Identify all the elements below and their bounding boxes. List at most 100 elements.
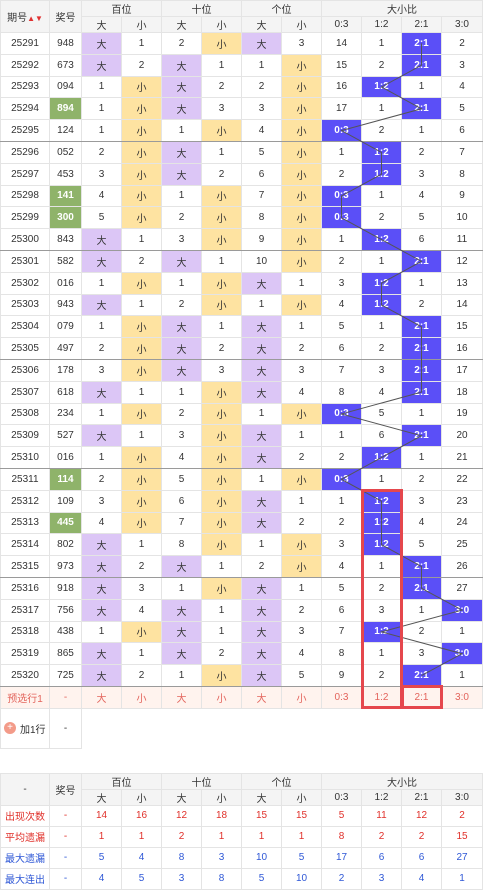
ratio-cell: 2 <box>361 119 402 142</box>
tens-xiao-cell: 小 <box>201 424 242 448</box>
ratio-cell: 3 <box>361 358 402 382</box>
tens-da-cell: 大 <box>161 162 202 186</box>
hundreds-xiao-cell: 小 <box>121 271 162 295</box>
stats-value: 18 <box>201 804 242 827</box>
prize-number-cell: 497 <box>49 337 82 360</box>
add-row-button[interactable]: + 加1行 <box>0 707 50 749</box>
hundreds-xiao-cell: 小 <box>121 511 162 535</box>
preselect-row[interactable]: 预选行1- 大小大小大小 0:3 1:2 2:1 3:0 <box>0 685 483 709</box>
ratio-cell: 5 <box>401 206 442 230</box>
ones-xiao-cell: 4 <box>281 642 322 666</box>
hundreds-xiao-cell: 1 <box>121 533 162 557</box>
ratio-cell: 3 <box>401 489 442 513</box>
table-row: 25299 300 5 小 2 小 8 小 0:3 2 5 10 <box>0 206 483 230</box>
preselect-cell[interactable]: 大 <box>241 685 282 709</box>
tens-da-cell: 2 <box>161 206 202 230</box>
ratio-cell: 2 <box>321 446 362 469</box>
period-cell: 25302 <box>0 271 50 295</box>
prize-number-cell: 124 <box>49 119 82 142</box>
preselect-ratio-cell[interactable]: 1:2 <box>361 685 402 709</box>
ratio-cell: 2 <box>321 511 362 535</box>
preselect-cell[interactable]: 大 <box>161 685 202 709</box>
tens-xiao-cell: 2 <box>201 75 242 99</box>
period-cell: 25303 <box>0 293 50 317</box>
preselect-cell[interactable]: 小 <box>121 685 162 709</box>
tens-da-cell: 大 <box>161 75 202 99</box>
ratio-cell: 1 <box>401 75 442 99</box>
ratio-cell: 1 <box>401 402 442 426</box>
period-cell: 25309 <box>0 424 50 448</box>
stats-value: 4 <box>121 846 162 869</box>
prize-header: 奖号 <box>49 0 82 33</box>
sort-icon[interactable]: ▲▼ <box>27 14 43 23</box>
table-row: 25319 865 大 1 大 2 大 4 8 1 3 3:0 <box>0 642 483 666</box>
ratio-cell: 27 <box>441 576 483 600</box>
tens-da-cell: 2 <box>161 32 202 55</box>
preselect-cell[interactable]: 大 <box>81 685 122 709</box>
tens-da-cell: 1 <box>161 664 202 687</box>
add-row-label[interactable]: 加1行 <box>20 724 46 736</box>
table-row: 25320 725 大 2 1 小大 5 9 2 2:1 1 <box>0 664 483 687</box>
ratio-cell: 2:1 <box>401 337 442 360</box>
ratio-cell: 5 <box>321 315 362 339</box>
period-cell: 25296 <box>0 140 50 164</box>
preselect-cell[interactable]: 小 <box>201 685 242 709</box>
stats-dash: - <box>0 772 50 806</box>
ones-da-cell: 大 <box>241 315 282 339</box>
ratio-cell: 4 <box>321 293 362 317</box>
plus-icon[interactable]: + <box>4 722 16 735</box>
prize-number-cell: 843 <box>49 228 82 251</box>
hundreds-xiao-cell: 2 <box>121 555 162 578</box>
stats-value: 15 <box>441 825 483 848</box>
period-cell: 25292 <box>0 53 50 77</box>
stats-value: 12 <box>161 804 202 827</box>
ratio-cell: 20 <box>441 424 483 448</box>
stats-value: 1 <box>201 825 242 848</box>
hundreds-da-cell: 1 <box>81 315 122 339</box>
preselect-cell[interactable]: 小 <box>281 685 322 709</box>
stats-row: 最大连出 -4 5 3 8 5 10 2 3 4 1 <box>0 867 483 890</box>
ones-xiao-cell: 1 <box>281 576 322 600</box>
hundreds-da-cell: 1 <box>81 97 122 121</box>
ratio-cell: 2:1 <box>401 424 442 448</box>
hundreds-da-cell: 大 <box>81 249 122 273</box>
stats-value: 2 <box>441 804 483 827</box>
ratio-cell: 1 <box>321 489 362 513</box>
hundreds-xiao-cell: 小 <box>121 162 162 186</box>
tens-xiao-cell: 小 <box>201 293 242 317</box>
preselect-ratio-cell[interactable]: 2:1 <box>401 685 442 709</box>
period-cell: 25319 <box>0 642 50 666</box>
xiao-subheader: 小 <box>201 788 242 806</box>
stats-value: 10 <box>281 867 322 890</box>
stats-value: 8 <box>201 867 242 890</box>
period-header[interactable]: 期号▲▼ <box>0 0 50 33</box>
ratio-cell: 2 <box>401 140 442 164</box>
ones-xiao-cell: 小 <box>281 555 322 578</box>
ratio-subheader: 0:3 <box>321 788 362 806</box>
ones-xiao-cell: 1 <box>281 271 322 295</box>
ratio-cell: 14 <box>321 32 362 55</box>
hundreds-xiao-cell: 1 <box>121 293 162 317</box>
ratio-cell: 0:3 <box>321 119 362 142</box>
tens-da-cell: 1 <box>161 576 202 600</box>
period-cell: 25293 <box>0 75 50 99</box>
preselect-ratio-cell[interactable]: 0:3 <box>321 685 362 709</box>
tens-da-cell: 大 <box>161 598 202 622</box>
stats-value: 10 <box>241 846 282 869</box>
ratio-cell: 1:2 <box>361 140 402 164</box>
ratio-cell: 2 <box>361 53 402 77</box>
tens-da-cell: 8 <box>161 533 202 557</box>
prize-number-cell: 973 <box>49 555 82 578</box>
stats-value: 15 <box>281 804 322 827</box>
ratio-cell: 2:1 <box>401 664 442 687</box>
ones-xiao-cell: 2 <box>281 337 322 360</box>
preselect-label[interactable]: 预选行1 <box>0 685 50 709</box>
ones-xiao-cell: 2 <box>281 446 322 469</box>
preselect-ratio-cell[interactable]: 3:0 <box>441 685 483 709</box>
prize-number-cell: 673 <box>49 53 82 77</box>
tens-da-cell: 大 <box>161 620 202 644</box>
ratio-cell: 2:1 <box>401 249 442 273</box>
ones-xiao-cell: 2 <box>281 511 322 535</box>
ratio-cell: 17 <box>321 97 362 121</box>
ones-xiao-cell: 小 <box>281 184 322 208</box>
